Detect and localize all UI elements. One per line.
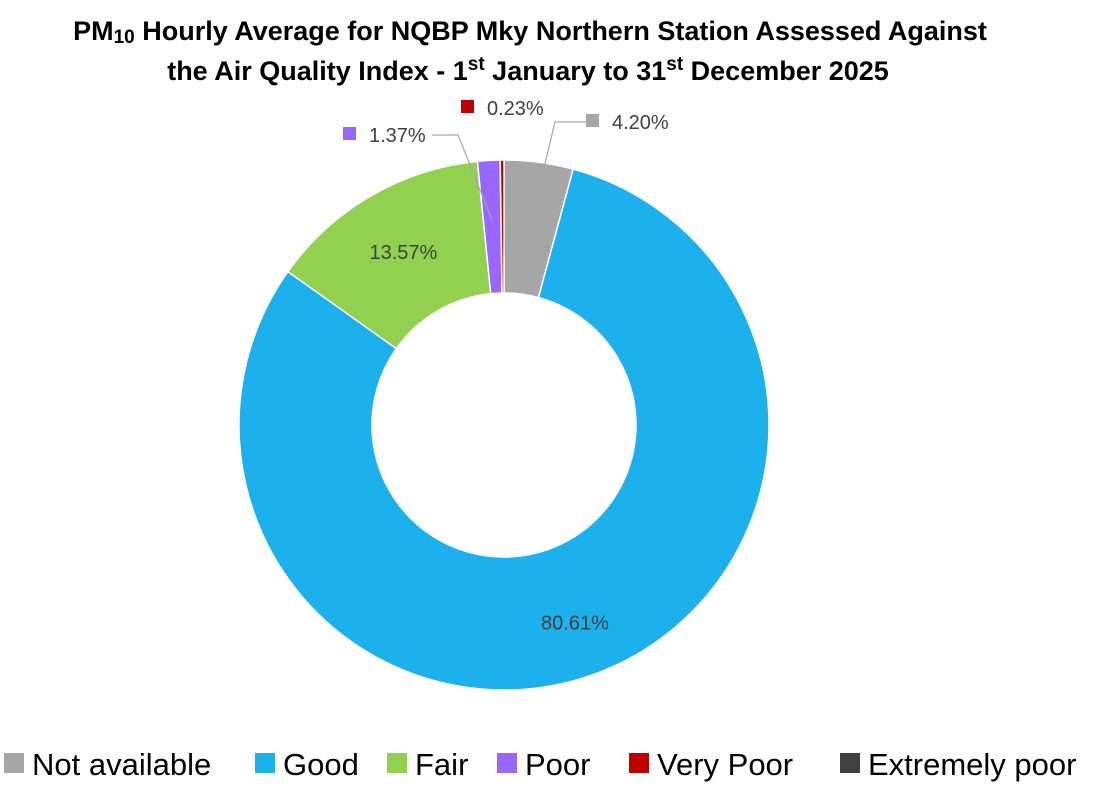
data-label-very-poor: 0.23% [487,98,544,120]
data-label-marker-not-available [586,114,599,127]
data-label-good: 80.61% [541,613,609,635]
legend-label-extremely-poor: Extremely poor [868,747,1076,782]
legend-swatch-good [255,753,275,773]
legend-label-very-poor: Very Poor [657,747,793,782]
slice-very-poor [499,159,505,294]
chart-title-line-1: PM10 Hourly Average for NQBP Mky Norther… [73,16,987,48]
leader-line-not-available [530,121,586,222]
legend-swatch-extremely-poor [840,753,860,773]
legend-label-poor: Poor [525,747,590,782]
data-label-poor: 1.37% [369,125,426,147]
legend-swatch-fair [387,753,407,773]
data-labels: 4.20% 80.61% 13.57% 1.37% 0.23% [343,98,669,635]
slice-fair [286,160,492,350]
slice-good [238,168,770,691]
data-label-not-available: 4.20% [612,112,669,134]
data-label-fair: 13.57% [369,242,437,264]
data-label-marker-poor [343,127,356,140]
legend-swatch-very-poor [629,753,649,773]
legend-swatch-not-available [4,753,24,773]
legend: Not available Good Fair Poor Very Poor Extrem… [4,747,1076,782]
leader-lines [432,121,586,222]
data-label-marker-very-poor [461,100,474,113]
legend-label-fair: Fair [415,747,468,782]
legend-label-good: Good [283,747,359,782]
chart-title-line-2: the Air Quality Index - 1st January to 3… [167,54,889,86]
legend-swatch-poor [497,753,517,773]
donut-slices [238,159,770,691]
leader-line-poor [432,134,493,221]
legend-label-not-available: Not available [32,747,211,782]
